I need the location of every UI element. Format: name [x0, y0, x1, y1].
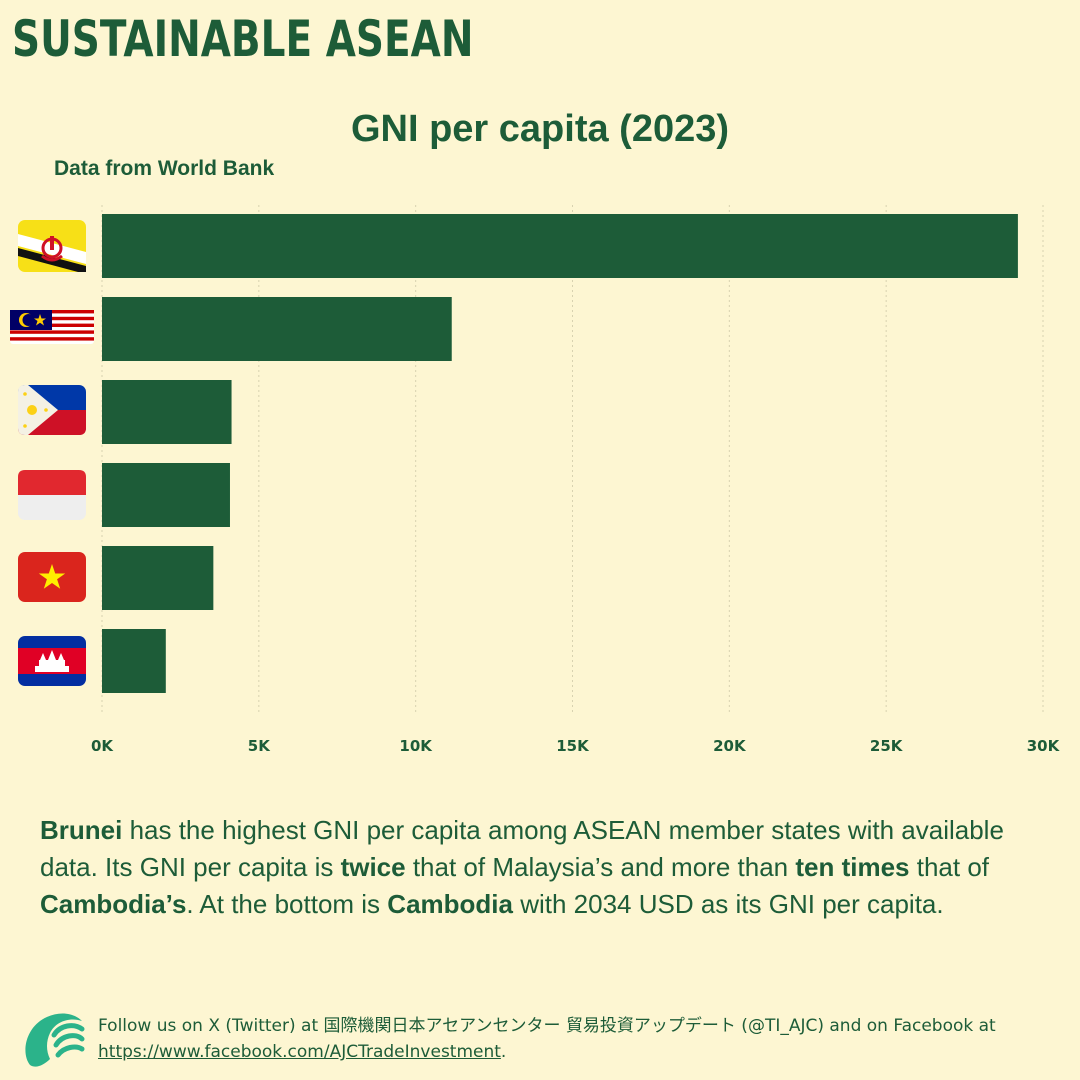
footer-text: Follow us on X (Twitter) at 国際機関日本アセアンセン…: [98, 1013, 1058, 1065]
bar-malaysia: [102, 297, 452, 361]
summary-part-1: has the highest GNI per capita among ASE…: [40, 815, 1004, 882]
chart-title: GNI per capita (2023): [350, 108, 730, 150]
bar-indonesia: [102, 463, 230, 527]
footer-part-2: .: [500, 1042, 507, 1062]
vietnam-flag-icon: [18, 552, 86, 602]
bar-chart: 0K 5K 10K 15K 20K 25K 30K: [10, 205, 1061, 755]
footer: Follow us on X (Twitter) at 国際機関日本アセアンセン…: [20, 1005, 1070, 1075]
malaysia-flag-icon: [10, 310, 94, 344]
summary-ten-times: ten times: [795, 852, 910, 882]
ajc-logo-icon: [25, 1013, 85, 1067]
x-tick-label: 15K: [556, 737, 590, 755]
flags: [10, 220, 94, 686]
bar-brunei: [102, 214, 1018, 278]
summary-part-3: that of: [909, 852, 989, 882]
summary-twice: twice: [340, 852, 406, 882]
bar-vietnam: [102, 546, 214, 610]
summary-cambodia: Cambodia: [387, 889, 513, 919]
x-tick-label: 25K: [870, 737, 904, 755]
summary-brunei: Brunei: [40, 815, 123, 845]
summary-part-5: with 2034 USD as its GNI per capita.: [512, 889, 944, 919]
brand-title: SUSTAINABLE ASEAN: [12, 10, 474, 68]
cambodia-flag-icon: [18, 636, 86, 686]
indonesia-flag-icon: [18, 470, 86, 520]
bar-philippines: [102, 380, 232, 444]
summary-part-2: that of Malaysia’s and more than: [405, 852, 796, 882]
philippines-flag-icon: [18, 385, 86, 435]
x-tick-label: 5K: [248, 737, 271, 755]
x-tick-label: 0K: [91, 737, 114, 755]
summary-cambodias: Cambodia’s: [40, 889, 187, 919]
bars: [102, 214, 1018, 693]
summary-text: Brunei has the highest GNI per capita am…: [40, 812, 1030, 923]
x-tick-label: 20K: [713, 737, 747, 755]
bar-cambodia: [102, 629, 166, 693]
data-source-label: Data from World Bank: [54, 157, 275, 180]
footer-part-1: Follow us on X (Twitter) at 国際機関日本アセアンセン…: [98, 1016, 996, 1036]
facebook-link[interactable]: https://www.facebook.com/AJCTradeInvestm…: [98, 1042, 501, 1062]
x-tick-label: 10K: [399, 737, 433, 755]
brunei-flag-icon: [18, 220, 86, 272]
grid-lines: [101, 205, 1044, 715]
x-axis-ticks: 0K 5K 10K 15K 20K 25K 30K: [91, 737, 1061, 755]
x-tick-label: 30K: [1027, 737, 1061, 755]
summary-part-4: . At the bottom is: [186, 889, 388, 919]
